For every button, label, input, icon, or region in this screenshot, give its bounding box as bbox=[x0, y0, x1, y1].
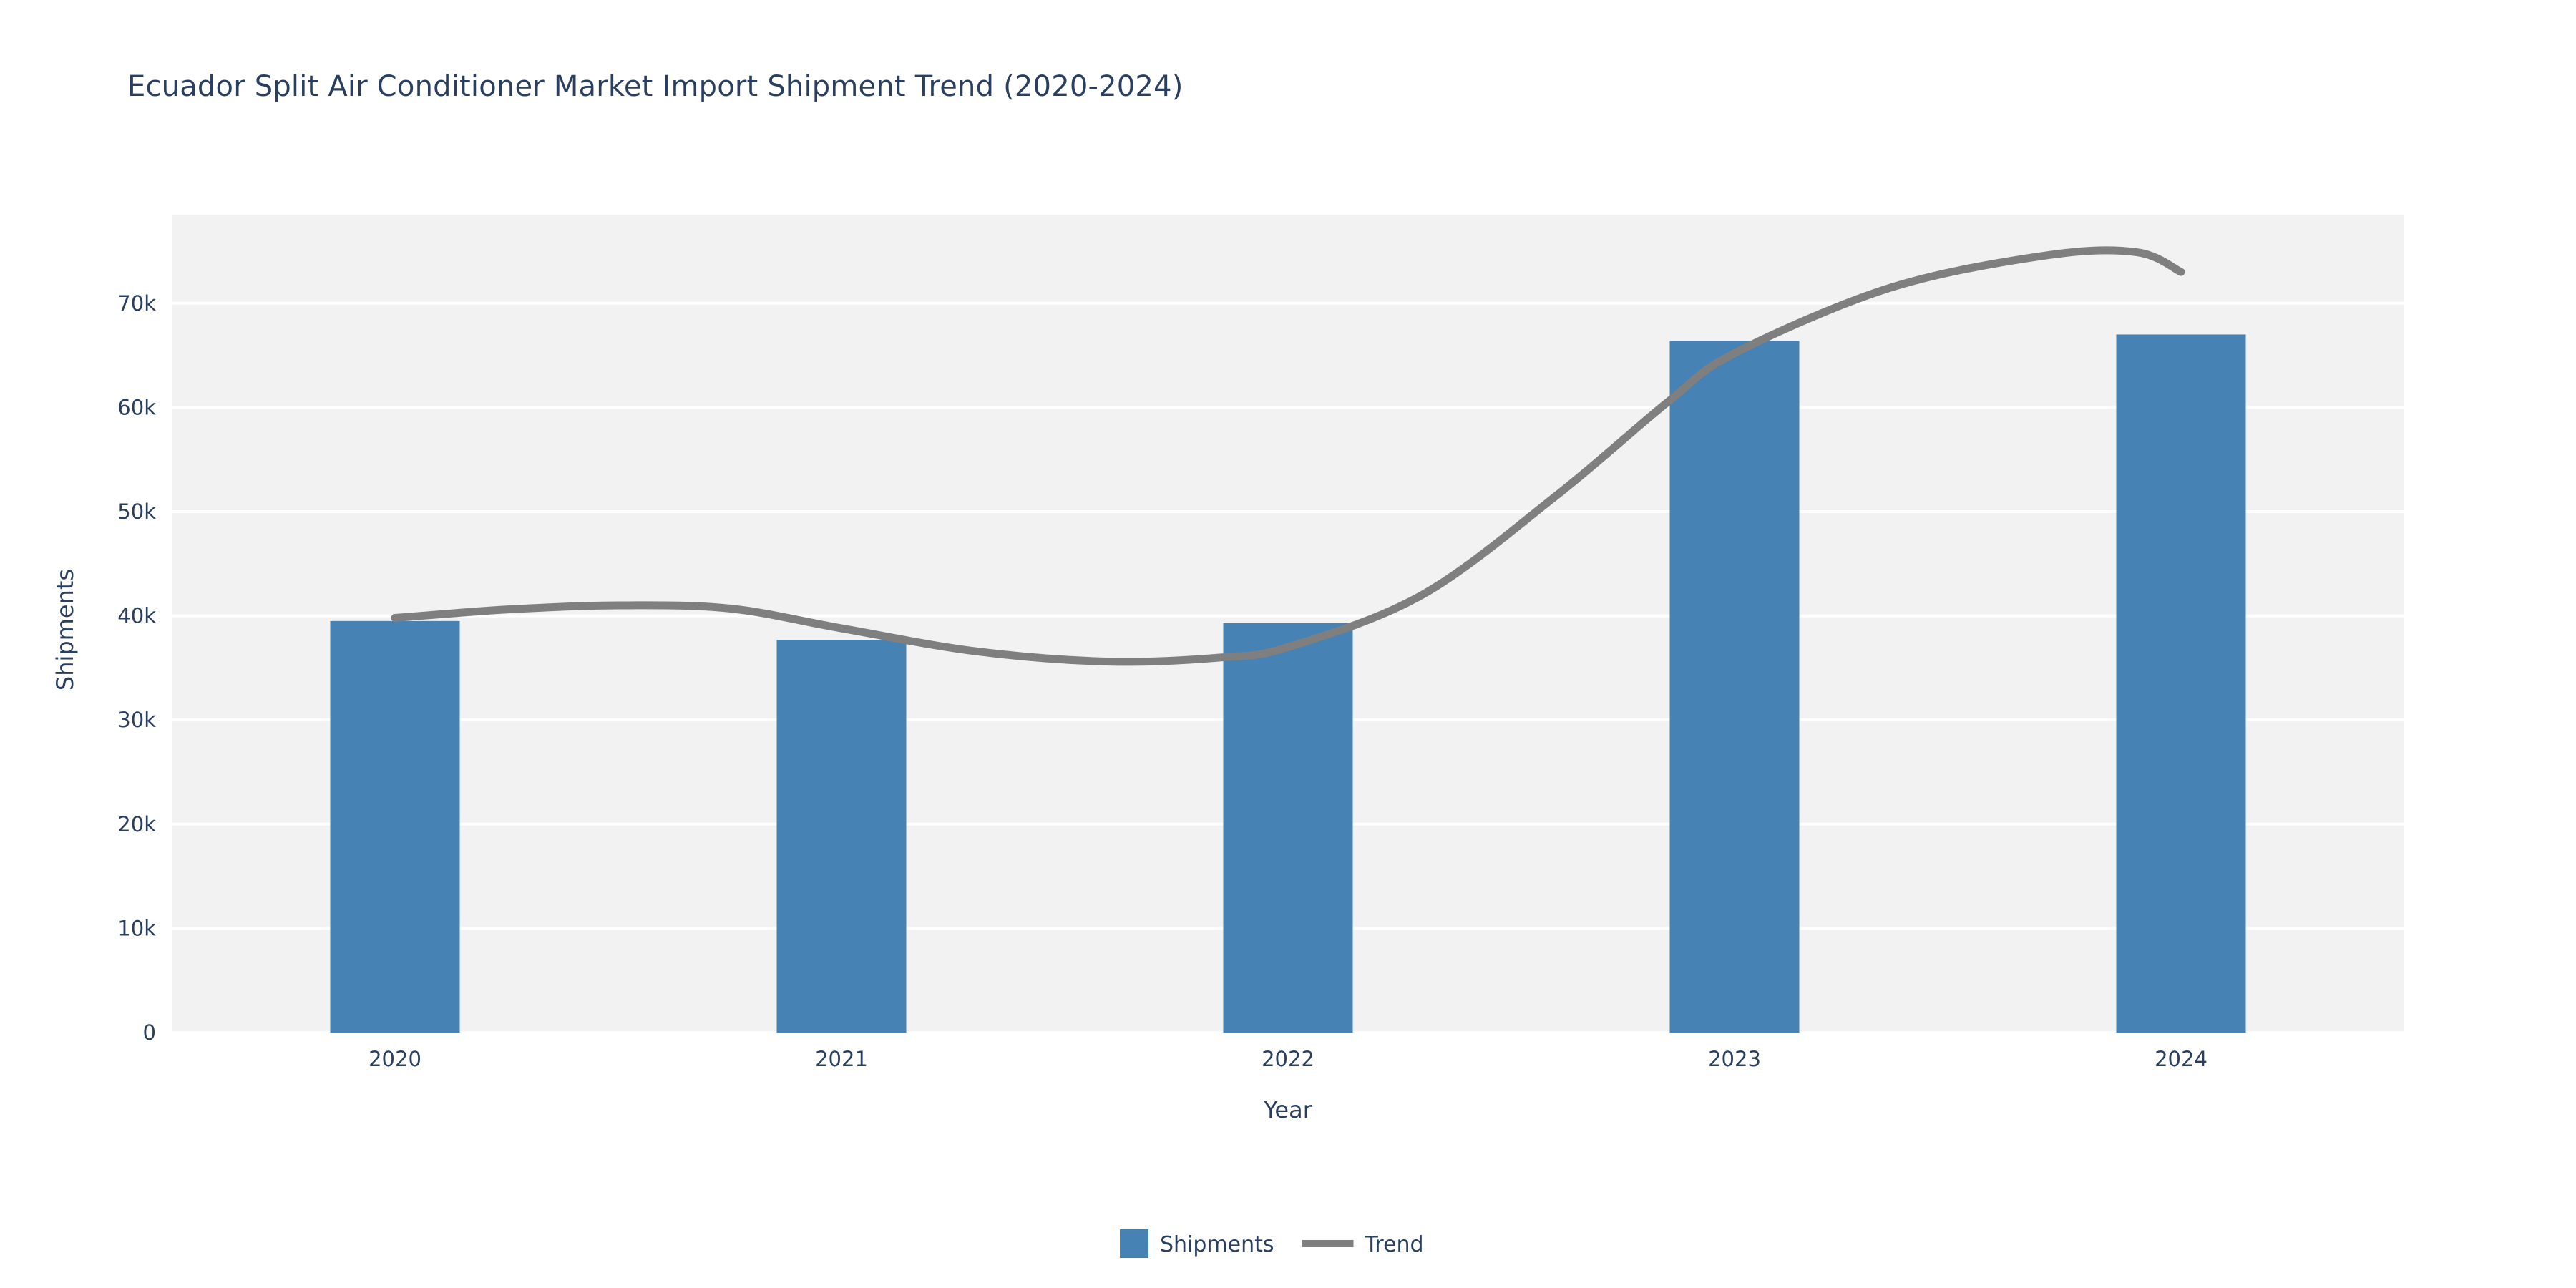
legend-label: Trend bbox=[1365, 1232, 1424, 1257]
chart-title: Ecuador Split Air Conditioner Market Imp… bbox=[127, 70, 1184, 103]
bar-2020[interactable] bbox=[330, 620, 460, 1033]
x-tick-2020: 2020 bbox=[369, 1047, 421, 1071]
bar-2023[interactable] bbox=[1669, 341, 1800, 1033]
y-tick-40000: 40k bbox=[117, 604, 156, 628]
x-axis-tick-labels: 2020 2021 2022 2023 2024 bbox=[369, 1047, 2207, 1071]
bar-2024[interactable] bbox=[2116, 334, 2246, 1033]
y-axis-tick-labels: 0 10k 20k 30k 40k 50k 60k 70k bbox=[117, 291, 156, 1045]
x-tick-2022: 2022 bbox=[1262, 1047, 1314, 1071]
trend-line bbox=[391, 246, 2185, 666]
bar-2022[interactable] bbox=[1223, 623, 1353, 1033]
y-tick-60000: 60k bbox=[117, 395, 156, 419]
y-axis-title: Shipments bbox=[52, 569, 79, 691]
x-axis-title: Year bbox=[1263, 1096, 1313, 1123]
y-tick-30000: 30k bbox=[117, 708, 156, 732]
bar-series bbox=[330, 334, 2246, 1033]
y-tick-10000: 10k bbox=[117, 916, 156, 940]
y-tick-50000: 50k bbox=[117, 499, 156, 524]
legend-label: Shipments bbox=[1160, 1232, 1274, 1257]
chart-legend: Shipments Trend bbox=[1120, 1229, 1424, 1258]
legend-item-trend[interactable]: Trend bbox=[1302, 1232, 1424, 1257]
legend-swatch-icon bbox=[1120, 1229, 1148, 1258]
bar-2021[interactable] bbox=[776, 640, 907, 1033]
legend-item-shipments[interactable]: Shipments bbox=[1120, 1229, 1274, 1258]
x-tick-2021: 2021 bbox=[815, 1047, 868, 1071]
y-tick-20000: 20k bbox=[117, 812, 156, 836]
y-tick-0: 0 bbox=[143, 1020, 156, 1045]
x-tick-2024: 2024 bbox=[2155, 1047, 2207, 1071]
x-tick-2023: 2023 bbox=[1708, 1047, 1761, 1071]
y-tick-70000: 70k bbox=[117, 291, 156, 316]
